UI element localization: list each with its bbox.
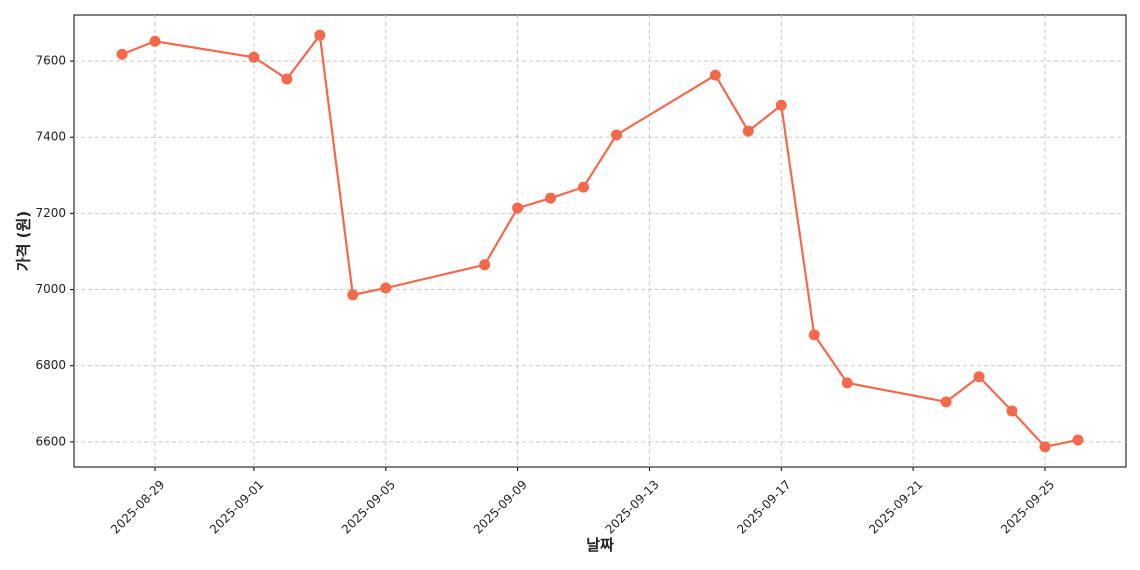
x-tick-label: 2025-09-09	[471, 477, 530, 536]
y-tick-label: 7000	[35, 282, 66, 296]
marker	[808, 329, 820, 341]
y-axis-title: 가격 (원)	[15, 211, 33, 271]
marker	[248, 51, 260, 63]
marker	[973, 371, 985, 383]
marker	[281, 73, 293, 85]
marker	[116, 48, 128, 60]
x-axis-title: 날짜	[586, 536, 614, 554]
plot-frame	[73, 14, 1127, 468]
marker	[775, 99, 787, 111]
y-tick-label: 6800	[35, 358, 66, 372]
marker	[479, 259, 491, 271]
y-tick-label: 7600	[35, 54, 66, 68]
marker	[578, 181, 590, 193]
marker	[742, 125, 754, 137]
marker	[149, 35, 161, 47]
x-tick-label: 2025-09-25	[998, 477, 1057, 536]
marker	[841, 377, 853, 389]
y-tick-label: 7200	[35, 206, 66, 220]
x-tick-label: 2025-09-01	[207, 477, 266, 536]
marker	[512, 202, 524, 214]
x-tick-label: 2025-09-21	[866, 477, 925, 536]
x-tick-label: 2025-09-05	[339, 477, 398, 536]
marker	[380, 282, 392, 294]
marker	[1072, 434, 1084, 446]
marker	[709, 69, 721, 81]
marker	[1006, 405, 1018, 417]
marker	[940, 396, 952, 408]
marker	[545, 192, 557, 204]
y-tick-label: 6600	[35, 434, 66, 448]
x-tick-label: 2025-08-29	[108, 477, 167, 536]
marker	[610, 129, 622, 141]
marker	[314, 29, 326, 41]
marker	[347, 289, 359, 301]
y-tick-label: 7400	[35, 130, 66, 144]
x-tick-label: 2025-09-17	[734, 477, 793, 536]
line	[121, 32, 1079, 449]
x-tick-label: 2025-09-13	[603, 477, 662, 536]
marker	[1039, 441, 1051, 453]
